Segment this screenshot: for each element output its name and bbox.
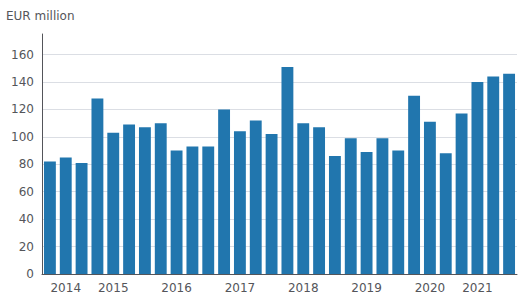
svg-text:120: 120 <box>11 102 34 116</box>
svg-text:2019: 2019 <box>351 281 382 295</box>
svg-text:100: 100 <box>11 130 34 144</box>
svg-text:2015: 2015 <box>98 281 129 295</box>
svg-text:0: 0 <box>26 267 34 281</box>
svg-text:140: 140 <box>11 75 34 89</box>
svg-text:2018: 2018 <box>288 281 319 295</box>
svg-text:2021: 2021 <box>462 281 493 295</box>
svg-text:EUR million: EUR million <box>6 9 75 23</box>
svg-text:40: 40 <box>19 212 34 226</box>
svg-text:160: 160 <box>11 48 34 62</box>
svg-text:2020: 2020 <box>415 281 446 295</box>
svg-text:2014: 2014 <box>50 281 81 295</box>
svg-text:20: 20 <box>19 240 34 254</box>
svg-text:2016: 2016 <box>161 281 192 295</box>
svg-text:2017: 2017 <box>225 281 256 295</box>
svg-text:60: 60 <box>19 185 34 199</box>
svg-text:80: 80 <box>19 157 34 171</box>
